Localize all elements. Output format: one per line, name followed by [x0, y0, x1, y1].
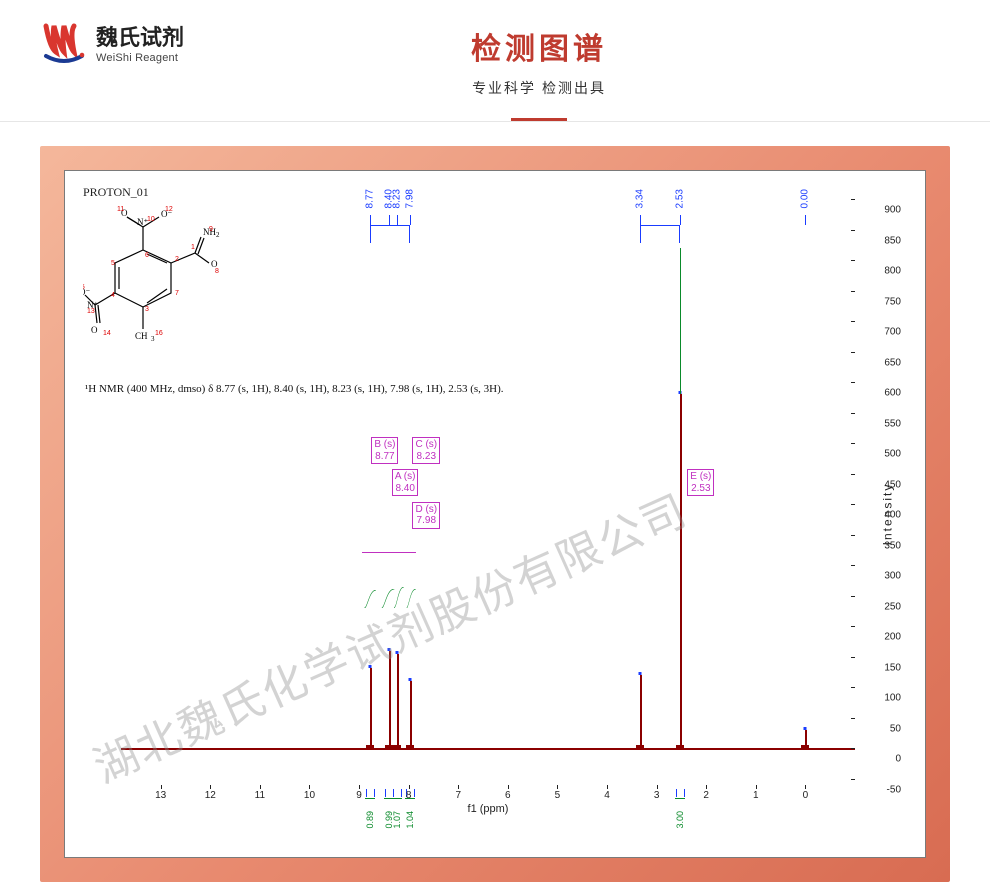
peak-annotation: E (s)2.53 [687, 469, 714, 496]
x-tick: 6 [505, 790, 511, 801]
nmr-peak [640, 675, 642, 748]
logo-en: WeiShi Reagent [96, 52, 184, 64]
peak-annotation: D (s)7.98 [412, 502, 440, 529]
y-tick: 500 [857, 449, 901, 460]
y-tick: 750 [857, 296, 901, 307]
x-axis-label: f1 (ppm) [121, 803, 855, 815]
plot-area: 8.778.408.237.983.342.530.000.890.991.07… [121, 187, 855, 785]
y-tick: 200 [857, 632, 901, 643]
x-tick: 3 [654, 790, 660, 801]
chart-panel: PROTON_01 [64, 170, 926, 858]
y-tick: 250 [857, 601, 901, 612]
nmr-peak [410, 681, 412, 748]
nmr-peak [370, 668, 372, 749]
svg-text:O: O [91, 325, 98, 335]
x-axis: f1 (ppm) 012345678910111213 [121, 787, 855, 815]
svg-text:14: 14 [103, 330, 111, 337]
peak-annotation: A (s)8.40 [392, 469, 419, 496]
peak-annotation: C (s)8.23 [412, 437, 440, 464]
svg-text:13: 13 [87, 308, 95, 315]
x-tick: 8 [406, 790, 412, 801]
ppm-label: 8.77 [365, 189, 376, 208]
chart-frame: PROTON_01 [40, 146, 950, 882]
x-tick: 13 [155, 790, 166, 801]
y-tick: 900 [857, 205, 901, 216]
logo-cn: 魏氏试剂 [96, 20, 184, 52]
x-tick: 10 [304, 790, 315, 801]
svg-text:5: 5 [111, 260, 115, 267]
y-tick: 0 [857, 754, 901, 765]
x-tick: 2 [703, 790, 709, 801]
y-tick: 800 [857, 266, 901, 277]
y-tick: 650 [857, 357, 901, 368]
x-tick: 9 [356, 790, 362, 801]
logo-icon [40, 18, 88, 66]
page-subtitle: 专业科学 检测出具 [184, 78, 894, 98]
y-tick: 150 [857, 662, 901, 673]
title-underline [511, 118, 567, 121]
nmr-peak [389, 651, 391, 749]
x-tick: 7 [455, 790, 461, 801]
x-tick: 12 [205, 790, 216, 801]
ppm-label: 2.53 [674, 189, 685, 208]
x-tick: 0 [803, 790, 809, 801]
y-tick: 350 [857, 540, 901, 551]
y-tick: 600 [857, 388, 901, 399]
peak-annotation: B (s)8.77 [371, 437, 398, 464]
svg-text:15: 15 [83, 284, 85, 291]
y-axis-label: Intensity [881, 483, 895, 546]
ppm-label: 8.23 [392, 189, 403, 208]
y-tick: -50 [857, 784, 901, 795]
y-tick: 100 [857, 693, 901, 704]
y-tick: 700 [857, 327, 901, 338]
brand-logo: 魏氏试剂 WeiShi Reagent [40, 18, 184, 66]
x-tick: 5 [555, 790, 561, 801]
divider [0, 121, 990, 122]
page-title: 检测图谱 [184, 24, 894, 68]
nmr-peak [680, 394, 682, 748]
svg-text:4: 4 [111, 292, 115, 299]
x-tick: 4 [604, 790, 610, 801]
nmr-peak [397, 654, 399, 749]
y-tick: 850 [857, 235, 901, 246]
nmr-chart: PROTON_01 [77, 183, 913, 845]
y-axis: -500501001502002503003504004505005506006… [857, 187, 901, 785]
ppm-label: 0.00 [800, 189, 811, 208]
y-tick: 550 [857, 418, 901, 429]
y-tick: 450 [857, 479, 901, 490]
ppm-label: 7.98 [404, 189, 415, 208]
x-tick: 11 [255, 790, 265, 801]
y-tick: 300 [857, 571, 901, 582]
ppm-label: 3.34 [634, 189, 645, 208]
y-tick: 50 [857, 723, 901, 734]
x-tick: 1 [753, 790, 759, 801]
y-tick: 400 [857, 510, 901, 521]
